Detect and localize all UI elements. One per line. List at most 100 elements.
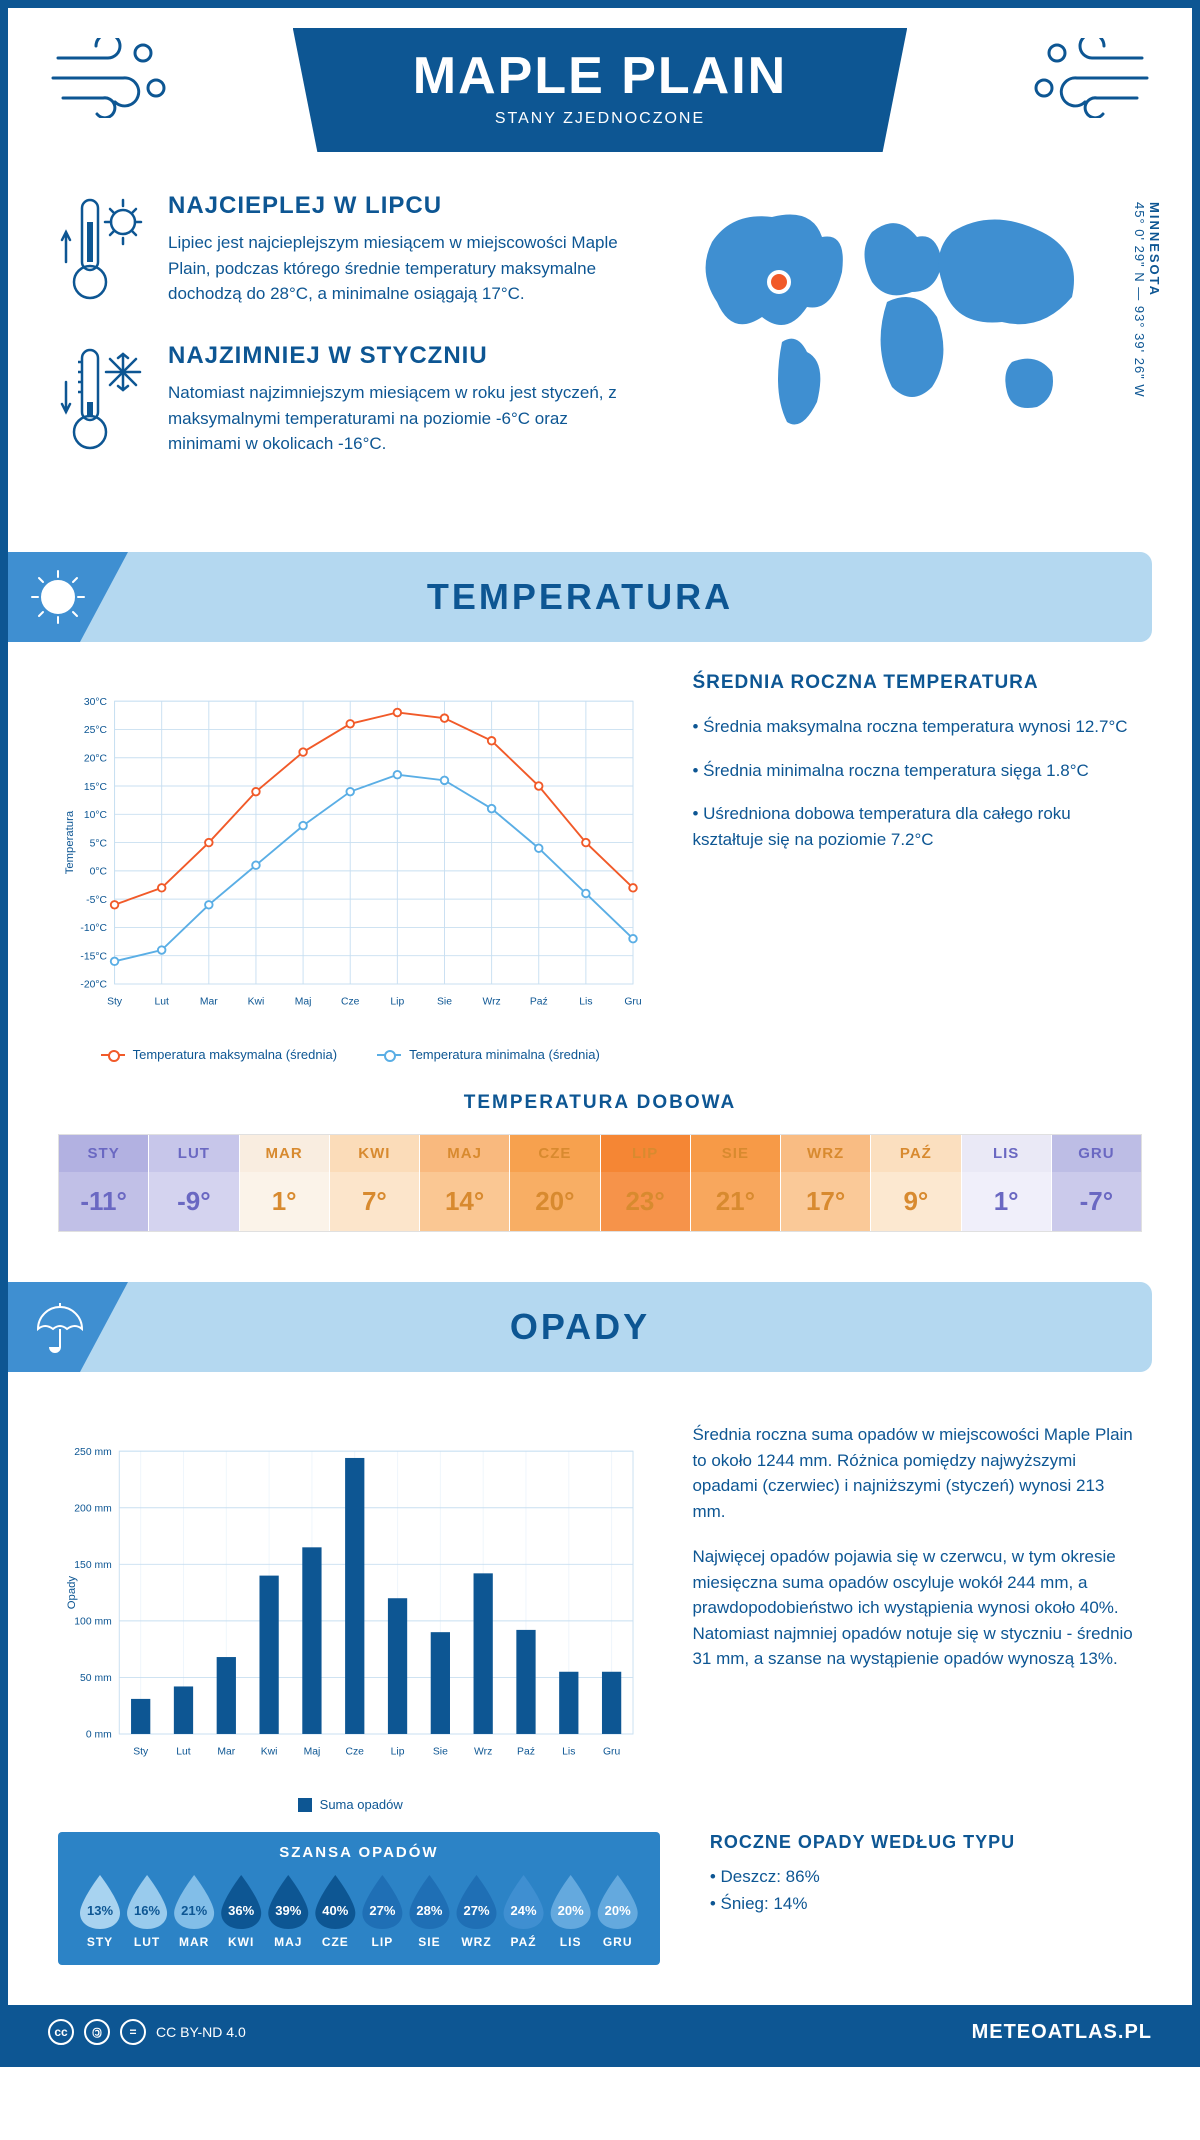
svg-text:Opady: Opady [66, 1576, 78, 1610]
svg-text:Paź: Paź [517, 1747, 535, 1758]
legend-bar-swatch [298, 1798, 312, 1812]
svg-text:Lip: Lip [390, 997, 404, 1008]
temp-month: CZE [510, 1135, 599, 1172]
drop-icon: 20% [549, 1873, 593, 1929]
drop-month: MAJ [266, 1935, 310, 1949]
svg-text:Gru: Gru [624, 997, 642, 1008]
temp-cell: MAR 1° [240, 1135, 330, 1231]
temp-cell: SIE 21° [691, 1135, 781, 1231]
temp-value: 14° [420, 1172, 509, 1231]
thermometer-cold-icon [58, 342, 148, 462]
temp-value: 23° [601, 1172, 690, 1231]
temperature-title: TEMPERATURA [427, 576, 733, 618]
temp-cell: LUT -9° [149, 1135, 239, 1231]
drop-month: LIS [549, 1935, 593, 1949]
svg-text:Lip: Lip [391, 1747, 405, 1758]
svg-text:Wrz: Wrz [474, 1747, 492, 1758]
daily-temp-table: STY -11° LUT -9° MAR 1° KWI 7° MAJ 14° C… [58, 1134, 1142, 1232]
header: MAPLE PLAIN STANY ZJEDNOCZONE [8, 8, 1192, 192]
drop-icon: 27% [360, 1873, 404, 1929]
svg-text:Lut: Lut [154, 997, 169, 1008]
intro-section: NAJCIEPLEJ W LIPCU Lipiec jest najcieple… [8, 192, 1192, 532]
precipitation-title: OPADY [510, 1306, 650, 1348]
temp-cell: LIS 1° [962, 1135, 1052, 1231]
coldest-title: NAJZIMNIEJ W STYCZNIU [168, 342, 642, 370]
svg-text:50 mm: 50 mm [80, 1673, 112, 1684]
svg-text:Sty: Sty [133, 1747, 149, 1758]
svg-text:0°C: 0°C [90, 867, 108, 878]
annual-point-2: • Uśredniona dobowa temperatura dla całe… [692, 801, 1142, 852]
temp-month: SIE [691, 1135, 780, 1172]
coldest-text: Natomiast najzimniejszym miesiącem w rok… [168, 380, 642, 457]
warmest-block: NAJCIEPLEJ W LIPCU Lipiec jest najcieple… [58, 192, 642, 312]
warmest-title: NAJCIEPLEJ W LIPCU [168, 192, 642, 220]
drop-month: CZE [313, 1935, 357, 1949]
svg-text:Maj: Maj [304, 1747, 321, 1758]
temp-month: LIP [601, 1135, 690, 1172]
location-marker [769, 272, 789, 292]
temp-month: LUT [149, 1135, 238, 1172]
temperature-section: -20°C-15°C-10°C-5°C0°C5°C10°C15°C20°C25°… [8, 672, 1192, 1062]
temp-cell: PAŹ 9° [871, 1135, 961, 1231]
drop-icon: 36% [219, 1873, 263, 1929]
svg-text:-20°C: -20°C [80, 980, 107, 991]
temp-month: GRU [1052, 1135, 1141, 1172]
chance-drops: 13% STY 16% LUT 21% MAR 36% KWI 39% MAJ … [78, 1873, 640, 1949]
by-type-snow: • Śnieg: 14% [710, 1890, 1142, 1917]
temp-cell: STY -11° [59, 1135, 149, 1231]
temp-value: 1° [962, 1172, 1051, 1231]
wind-icon [48, 38, 178, 118]
svg-text:25°C: 25°C [84, 725, 108, 736]
drop-icon: 21% [172, 1873, 216, 1929]
temperature-info: ŚREDNIA ROCZNA TEMPERATURA • Średnia mak… [692, 672, 1142, 1062]
drop-item: 20% GRU [596, 1873, 640, 1949]
drop-icon: 27% [455, 1873, 499, 1929]
precipitation-section: 0 mm50 mm100 mm150 mm200 mm250 mmStyLutM… [8, 1402, 1192, 1812]
title-banner: MAPLE PLAIN STANY ZJEDNOCZONE [293, 28, 907, 152]
map-block: MINNESOTA 45° 0' 29" N — 93° 39' 26" W [682, 192, 1142, 492]
svg-text:5°C: 5°C [90, 838, 108, 849]
nd-icon: = [120, 2019, 146, 2045]
temp-month: MAR [240, 1135, 329, 1172]
umbrella-icon [28, 1297, 88, 1357]
svg-text:30°C: 30°C [84, 697, 108, 708]
drop-icon: 24% [502, 1873, 546, 1929]
by-type-title: ROCZNE OPADY WEDŁUG TYPU [710, 1832, 1142, 1853]
state-label: MINNESOTA [1147, 202, 1162, 390]
temp-value: -9° [149, 1172, 238, 1231]
svg-text:10°C: 10°C [84, 810, 108, 821]
svg-text:Sie: Sie [437, 997, 452, 1008]
svg-text:Cze: Cze [341, 997, 360, 1008]
svg-text:-10°C: -10°C [80, 923, 107, 934]
svg-text:Paź: Paź [530, 997, 548, 1008]
temp-month: PAŹ [871, 1135, 960, 1172]
svg-text:0 mm: 0 mm [86, 1730, 112, 1741]
svg-text:15°C: 15°C [84, 782, 108, 793]
svg-text:150 mm: 150 mm [74, 1560, 111, 1571]
sun-icon [28, 567, 88, 627]
drop-item: 20% LIS [549, 1873, 593, 1949]
temp-month: LIS [962, 1135, 1051, 1172]
drop-item: 36% KWI [219, 1873, 263, 1949]
world-map-icon [682, 192, 1102, 442]
legend-max-label: Temperatura maksymalna (średnia) [133, 1047, 337, 1062]
temperature-line-chart: -20°C-15°C-10°C-5°C0°C5°C10°C15°C20°C25°… [58, 672, 642, 1032]
drop-icon: 16% [125, 1873, 169, 1929]
by-type-rain: • Deszcz: 86% [710, 1863, 1142, 1890]
drop-item: 13% STY [78, 1873, 122, 1949]
temp-cell: KWI 7° [330, 1135, 420, 1231]
temp-value: -11° [59, 1172, 148, 1231]
legend-min-label: Temperatura minimalna (średnia) [409, 1047, 600, 1062]
drop-icon: 40% [313, 1873, 357, 1929]
svg-text:Kwi: Kwi [261, 1747, 278, 1758]
temp-month: MAJ [420, 1135, 509, 1172]
svg-text:Temperatura: Temperatura [64, 810, 76, 874]
drop-item: 28% SIE [407, 1873, 451, 1949]
drop-item: 27% WRZ [455, 1873, 499, 1949]
coldest-block: NAJZIMNIEJ W STYCZNIU Natomiast najzimni… [58, 342, 642, 462]
temp-value: 7° [330, 1172, 419, 1231]
svg-text:Maj: Maj [295, 997, 312, 1008]
svg-text:Lis: Lis [579, 997, 592, 1008]
drop-icon: 13% [78, 1873, 122, 1929]
annual-temp-title: ŚREDNIA ROCZNA TEMPERATURA [692, 672, 1142, 694]
